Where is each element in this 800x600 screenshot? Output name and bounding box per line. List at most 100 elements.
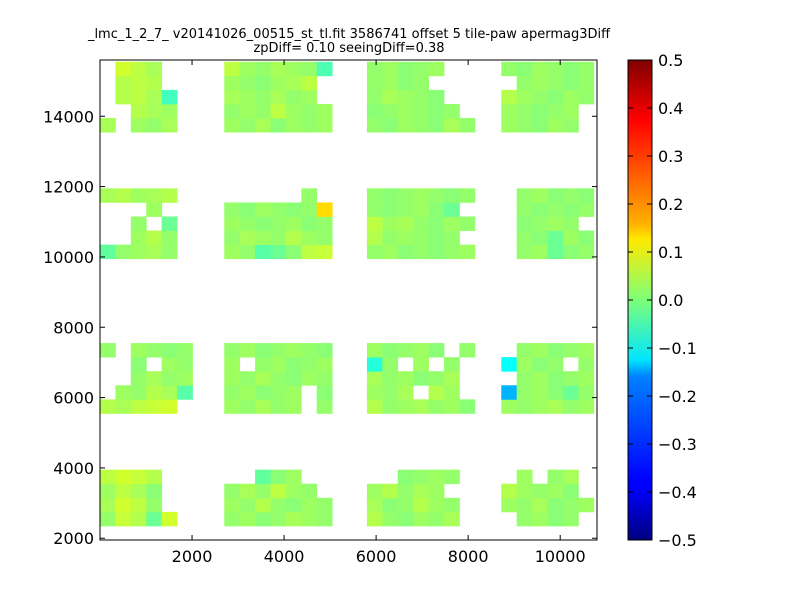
heatmap-cell	[270, 399, 287, 414]
heatmap-cell	[459, 244, 476, 260]
heatmap-cell	[501, 89, 518, 105]
heatmap-cell	[397, 371, 414, 386]
heatmap-cell	[224, 89, 241, 105]
heatmap-cell	[413, 118, 429, 133]
heatmap-cell	[161, 343, 178, 358]
heatmap-cell	[270, 385, 287, 400]
heatmap-cell	[161, 216, 178, 231]
heatmap-cell	[382, 230, 399, 246]
heatmap-cell	[397, 483, 414, 499]
heatmap-cell	[366, 497, 383, 513]
y-tick-label: 2000	[53, 529, 94, 548]
heatmap-cell	[547, 244, 564, 260]
heatmap-cell	[239, 244, 256, 260]
heatmap-cell	[562, 202, 579, 217]
heatmap-cell	[301, 188, 318, 203]
heatmap-cell	[516, 497, 533, 513]
heatmap-cell	[413, 469, 429, 485]
heatmap-cell	[532, 483, 548, 499]
heatmap-cell	[443, 469, 460, 485]
heatmap-cell	[130, 511, 147, 527]
heatmap-cell	[428, 371, 445, 386]
heatmap-cell	[443, 188, 460, 203]
heatmap-cell	[428, 483, 445, 499]
heatmap-cell	[316, 216, 333, 231]
heatmap-cell	[428, 511, 445, 527]
heatmap-cell	[301, 75, 318, 91]
heatmap-cell	[562, 343, 579, 358]
heatmap-cell	[146, 75, 163, 91]
heatmap-cell	[562, 399, 579, 414]
heatmap-cell	[532, 118, 548, 133]
heatmap-cell	[301, 244, 318, 260]
heatmap-cell	[146, 469, 163, 485]
heatmap-cell	[255, 118, 271, 133]
colorbar-tick-label: −0.5	[658, 531, 697, 550]
heatmap-cell	[146, 103, 163, 119]
heatmap-cell	[366, 118, 383, 133]
heatmap-cell	[562, 216, 579, 231]
heatmap-cell	[146, 61, 163, 77]
heatmap-cell	[130, 399, 147, 414]
heatmap-cell	[130, 497, 147, 513]
heatmap-cell	[562, 188, 579, 203]
heatmap-cell	[270, 511, 287, 527]
heatmap-cell	[397, 188, 414, 203]
colorbar-tick-label: 0.4	[658, 99, 683, 118]
heatmap-cell	[443, 357, 460, 372]
heatmap-cell	[397, 469, 414, 485]
heatmap-cell	[397, 385, 414, 400]
heatmap-cell	[501, 357, 518, 372]
heatmap-cell	[130, 103, 147, 119]
heatmap-cell	[578, 202, 595, 217]
heatmap-cell	[100, 188, 116, 203]
heatmap-cell	[255, 357, 271, 372]
heatmap-cell	[562, 497, 579, 513]
heatmap-cell	[239, 497, 256, 513]
heatmap-cell	[146, 188, 163, 203]
heatmap-cell	[578, 371, 595, 386]
heatmap-cell	[413, 244, 429, 260]
heatmap-cell	[270, 244, 287, 260]
heatmap-cell	[501, 399, 518, 414]
heatmap-cell	[578, 497, 595, 513]
heatmap-cell	[224, 483, 241, 499]
colorbar-tick-label: 0.5	[658, 51, 683, 70]
heatmap-cell	[316, 61, 333, 77]
colorbar-tick-label: 0.1	[658, 243, 683, 262]
heatmap-cell	[428, 343, 445, 358]
heatmap-cell	[532, 497, 548, 513]
heatmap-cell	[382, 483, 399, 499]
heatmap-cell	[255, 343, 271, 358]
heatmap-cell	[270, 202, 287, 217]
heatmap-cell	[270, 469, 287, 485]
heatmap-cell	[516, 371, 533, 386]
heatmap-cell	[413, 511, 429, 527]
heatmap-cell	[100, 483, 116, 499]
heatmap-cell	[547, 371, 564, 386]
heatmap-cell	[100, 343, 116, 358]
heatmap-cell	[301, 343, 318, 358]
heatmap-cell	[443, 497, 460, 513]
heatmap-cell	[501, 385, 518, 400]
x-tick-label: 2000	[172, 547, 213, 566]
heatmap-cell	[382, 89, 399, 105]
heatmap-cell	[285, 61, 302, 77]
heatmap-cell	[413, 230, 429, 246]
heatmap-cell	[443, 202, 460, 217]
heatmap-cell	[397, 202, 414, 217]
heatmap-cell	[532, 230, 548, 246]
heatmap-cell	[382, 118, 399, 133]
heatmap-cell	[316, 343, 333, 358]
heatmap-cell	[562, 230, 579, 246]
colorbar-tick-label: 0.2	[658, 195, 683, 214]
heatmap-cell	[224, 511, 241, 527]
heatmap-cell	[224, 244, 241, 260]
heatmap-cell	[366, 103, 383, 119]
heatmap-cell	[161, 357, 178, 372]
heatmap-cell	[224, 399, 241, 414]
heatmap-cell	[161, 230, 178, 246]
heatmap-cell	[285, 75, 302, 91]
heatmap-cell	[382, 216, 399, 231]
heatmap-cell	[255, 385, 271, 400]
